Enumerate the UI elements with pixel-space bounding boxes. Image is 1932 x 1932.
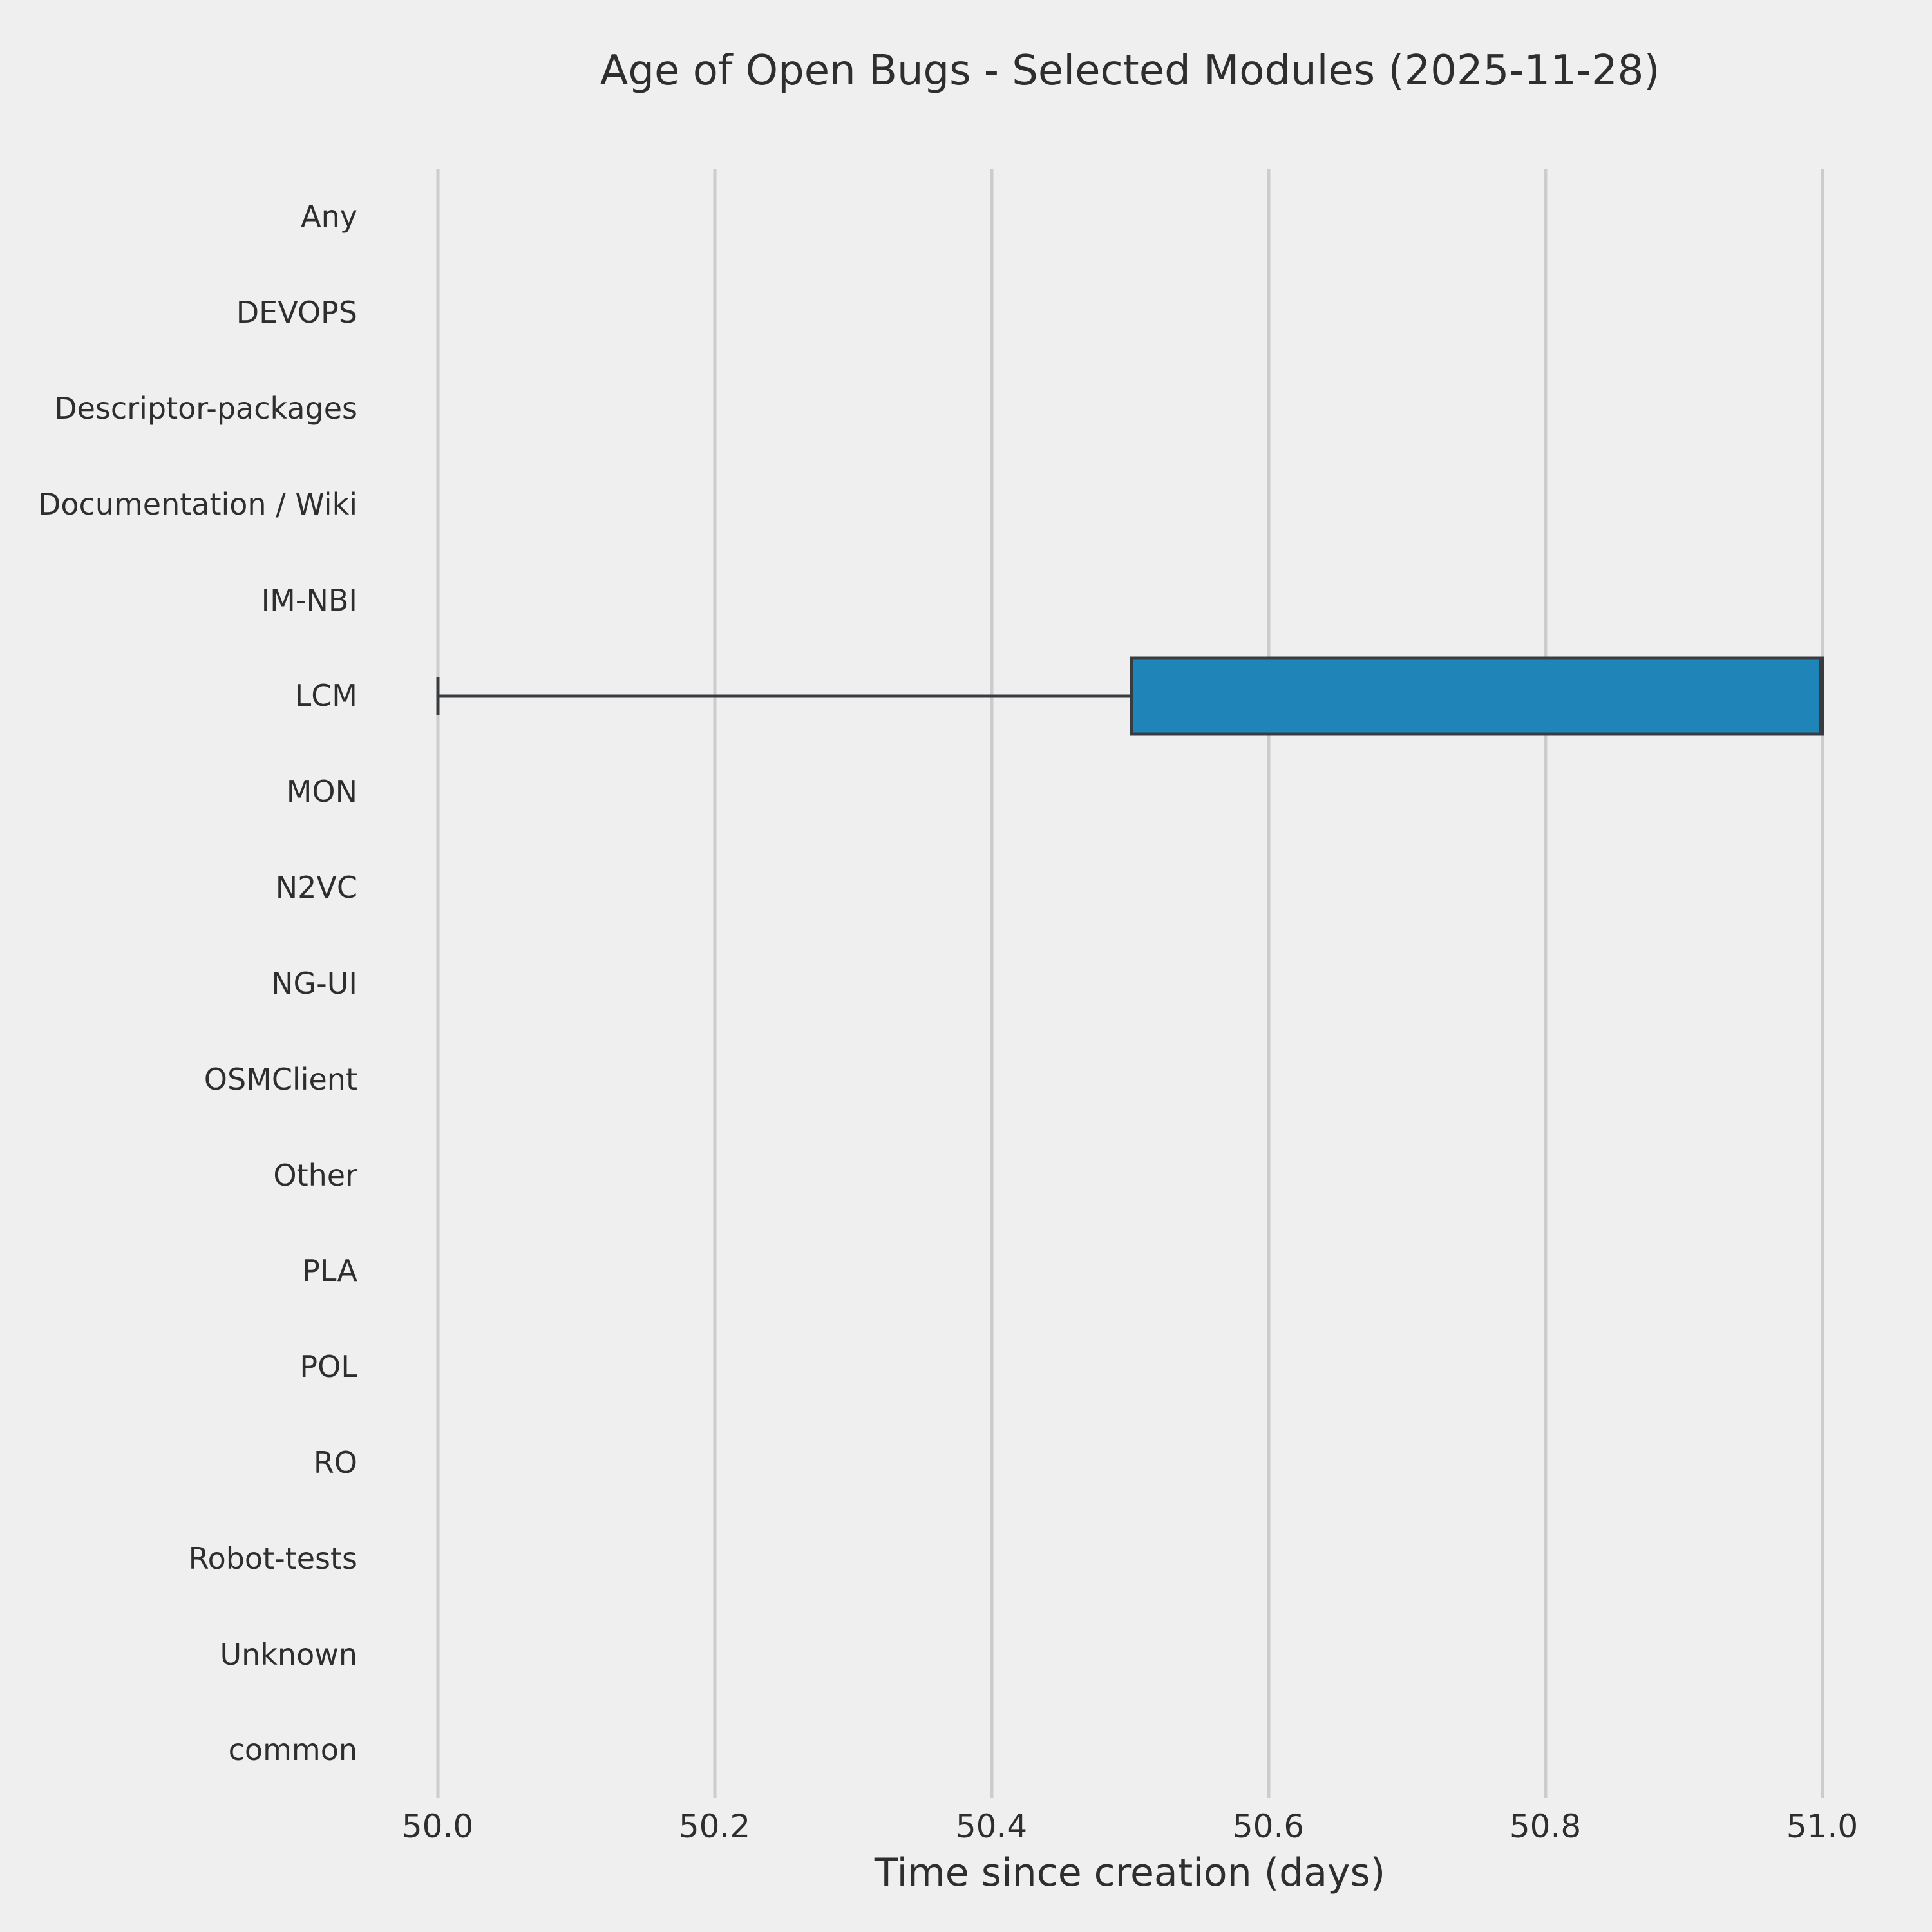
y-category-label: IM-NBI xyxy=(261,582,357,618)
y-category-label: LCM xyxy=(294,678,357,714)
y-category-label: Unknown xyxy=(220,1636,357,1672)
y-category-label: Robot-tests xyxy=(188,1540,357,1576)
gridline xyxy=(1821,169,1824,1798)
y-category-label: Any xyxy=(301,199,357,234)
y-category-label: common xyxy=(228,1732,357,1768)
x-tick-label: 50.4 xyxy=(955,1808,1028,1845)
x-tick-label: 50.8 xyxy=(1509,1808,1582,1845)
y-category-label: DEVOPS xyxy=(236,295,357,330)
gridline xyxy=(1267,169,1270,1798)
x-tick-label: 51.0 xyxy=(1786,1808,1859,1845)
box-lcm xyxy=(1130,656,1823,736)
y-category-label: N2VC xyxy=(275,870,357,905)
y-axis-category-labels: Any DEVOPS Descriptor-packages Documentatio… xyxy=(0,169,357,1798)
plot-area xyxy=(368,169,1891,1798)
y-category-label: RO xyxy=(313,1444,357,1480)
x-axis-label: Time since creation (days) xyxy=(874,1850,1386,1895)
x-tick-label: 50.0 xyxy=(401,1808,474,1845)
gridline xyxy=(436,169,439,1798)
y-category-label: MON xyxy=(286,774,357,810)
chart-title: Age of Open Bugs - Selected Modules (202… xyxy=(600,47,1660,95)
gridline xyxy=(713,169,716,1798)
x-tick-label: 50.2 xyxy=(678,1808,751,1845)
whisker-low xyxy=(437,694,1130,698)
y-category-label: NG-UI xyxy=(271,965,357,1001)
y-category-label: Descriptor-packages xyxy=(54,391,357,426)
y-category-label: POL xyxy=(299,1349,357,1385)
y-category-label: Documentation / Wiki xyxy=(37,486,357,522)
whisker-cap-low xyxy=(436,676,439,715)
y-category-label: Other xyxy=(273,1157,357,1193)
y-category-label: PLA xyxy=(302,1253,357,1289)
y-category-label: OSMClient xyxy=(204,1061,357,1097)
median-line xyxy=(1821,656,1824,736)
gridline xyxy=(990,169,993,1798)
x-axis-tick-labels: 50.0 50.2 50.4 50.6 50.8 51.0 xyxy=(368,1807,1891,1852)
gridline xyxy=(1544,169,1547,1798)
x-tick-label: 50.6 xyxy=(1232,1808,1305,1845)
